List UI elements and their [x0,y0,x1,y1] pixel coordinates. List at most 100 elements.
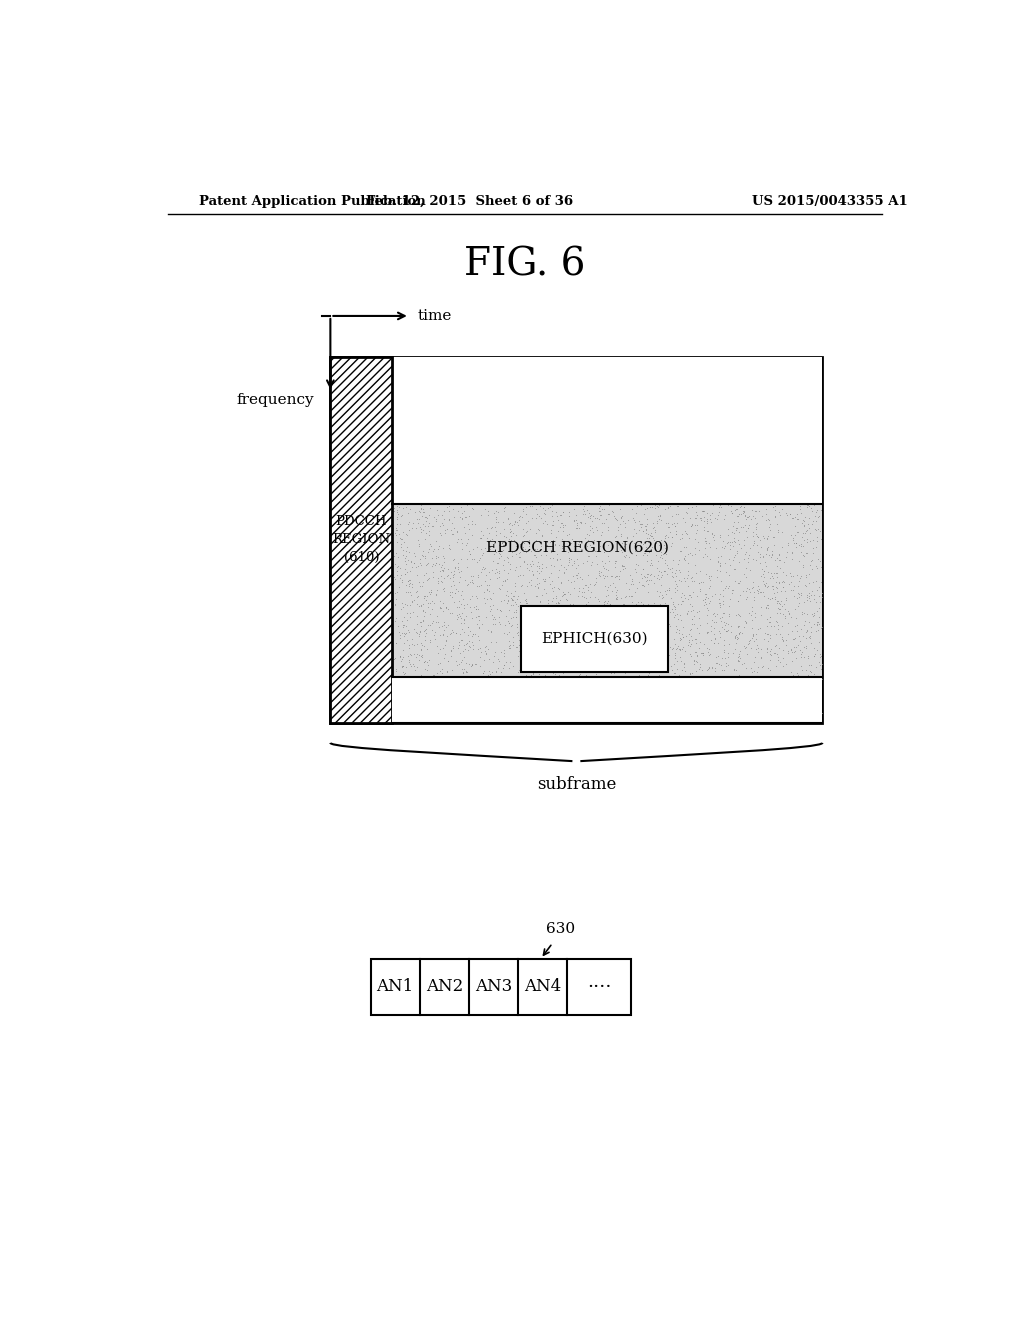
Point [679,502,695,523]
Point [457,698,473,719]
Point [758,692,774,713]
Point [615,593,632,614]
Point [430,570,446,591]
Point [726,671,742,692]
Point [438,598,455,619]
Point [540,622,556,643]
Point [731,645,748,667]
Point [424,516,440,537]
Point [732,692,749,713]
Point [712,627,728,648]
Point [493,545,509,566]
Point [554,586,570,607]
Point [419,553,435,574]
Point [638,513,654,535]
Point [523,709,540,730]
Point [771,603,787,624]
Point [759,539,775,560]
Point [437,709,454,730]
Point [740,678,757,700]
Point [568,510,585,531]
Point [472,548,488,569]
Point [493,614,509,635]
Point [486,494,503,515]
Point [502,521,518,543]
Point [388,524,404,545]
Point [706,668,722,689]
Point [563,572,580,593]
Point [404,602,421,623]
Point [503,529,519,550]
Point [450,609,466,630]
Point [502,671,518,692]
Point [413,498,429,519]
Point [582,502,598,523]
Point [454,630,470,651]
Point [613,657,630,678]
Point [790,663,806,684]
Point [689,645,706,667]
Point [550,660,566,681]
Point [626,684,642,705]
Point [762,607,778,628]
Point [728,660,744,681]
Point [444,524,461,545]
Point [796,546,812,568]
Point [695,643,712,664]
Point [687,515,703,536]
Point [616,545,633,566]
Point [582,655,598,676]
Point [618,619,635,640]
Point [694,643,711,664]
Point [638,570,654,591]
Point [751,638,767,659]
Point [625,573,641,594]
Point [417,528,433,549]
Point [461,701,477,722]
Point [494,531,510,552]
Point [744,597,761,618]
Point [644,525,660,546]
Point [677,570,693,591]
Point [623,708,639,729]
Point [663,693,679,714]
Point [548,586,564,607]
Point [652,506,669,527]
Point [605,663,622,684]
Point [518,640,535,661]
Point [541,640,557,661]
Point [499,623,515,644]
Point [566,706,583,727]
Point [749,523,765,544]
Point [545,663,561,684]
Point [525,553,542,574]
Point [481,595,498,616]
Point [454,700,470,721]
Point [407,643,423,664]
Point [813,618,829,639]
Point [393,593,410,614]
Point [442,639,459,660]
Point [625,652,641,673]
Point [744,668,761,689]
Point [623,656,639,677]
Point [801,517,817,539]
Point [665,708,681,729]
Point [560,506,577,527]
Point [564,554,581,576]
Point [441,539,458,560]
Point [588,663,604,684]
Point [660,498,677,519]
Point [430,568,446,589]
Point [743,601,760,622]
Point [403,591,420,612]
Point [585,521,601,543]
Point [456,622,472,643]
Point [435,601,452,622]
Point [756,566,772,587]
Point [807,519,823,540]
Point [707,627,723,648]
Point [768,572,784,593]
Point [535,673,551,694]
Point [784,628,801,649]
